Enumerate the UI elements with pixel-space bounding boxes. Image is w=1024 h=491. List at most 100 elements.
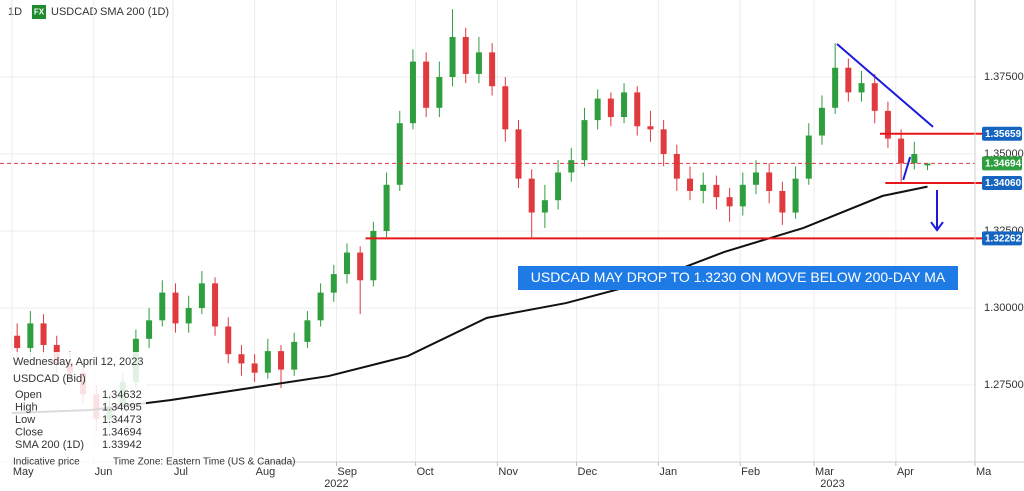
info-value: 1.34694 — [102, 426, 142, 438]
x-tick-label: Nov — [498, 466, 518, 478]
candle-body — [818, 107, 825, 136]
price-tag-label: 1.34694 — [985, 159, 1022, 170]
candle-body — [898, 138, 905, 164]
info-label: SMA 200 (1D) — [15, 439, 84, 451]
candle-body — [370, 231, 377, 281]
candle-body — [278, 351, 285, 370]
candle-body — [687, 178, 694, 191]
candle-body — [647, 126, 654, 130]
candle-body — [752, 172, 759, 185]
candle-body — [528, 178, 535, 213]
candle-body — [871, 83, 878, 111]
candle-body — [251, 363, 258, 373]
info-timezone: Time Zone: Eastern Time (US & Canada) — [113, 457, 295, 468]
trendline — [836, 43, 934, 128]
candle-body — [581, 120, 588, 161]
y-tick-label: 1.27500 — [984, 379, 1024, 391]
candle-body — [198, 283, 205, 308]
price-tag — [982, 156, 1022, 171]
x-tick-label: Apr — [897, 466, 914, 478]
overlay: 1.35659 1.34060 1.32262 1.34694 USDCAD MAY D… — [0, 126, 1022, 468]
candle-body — [739, 184, 746, 207]
candle-body — [845, 67, 852, 93]
candle-body — [911, 154, 918, 164]
candle-body — [502, 86, 509, 130]
candle-body — [713, 184, 720, 198]
candle-body — [212, 283, 219, 327]
info-label: Close — [15, 426, 43, 438]
candle-body — [304, 320, 311, 342]
sma-line — [11, 185, 928, 415]
candle-body — [805, 135, 812, 179]
info-value: 1.34473 — [102, 414, 142, 426]
candle-body — [238, 354, 245, 364]
info-date: Wednesday, April 12, 2023 — [13, 356, 143, 368]
candle-body — [409, 61, 416, 124]
info-panel — [0, 352, 146, 456]
y-tick-label: 1.30000 — [984, 302, 1024, 314]
candle-body — [436, 77, 443, 108]
x-tick-label: Ma — [976, 466, 992, 478]
year-label: 2022 — [324, 478, 348, 490]
info-value: 1.34695 — [102, 401, 142, 413]
fx-badge — [32, 5, 46, 19]
x-tick-label: Oct — [417, 466, 434, 478]
candle-body — [607, 98, 614, 118]
candle-body — [27, 323, 34, 349]
candle-body — [924, 163, 931, 166]
y-tick-label: 1.37500 — [984, 71, 1024, 83]
symbol: USDCAD — [51, 6, 98, 18]
candle-body — [489, 52, 496, 87]
candle-body — [264, 351, 271, 373]
candle-body — [660, 129, 667, 154]
price-tag — [982, 175, 1022, 190]
info-value: 1.34632 — [102, 389, 142, 401]
candle-body — [185, 308, 192, 324]
price-tag — [982, 231, 1022, 246]
candle-body — [766, 172, 773, 191]
x-tick-label: May — [13, 466, 34, 478]
x-tick-label: Dec — [578, 466, 598, 478]
x-tick-label: Jun — [95, 466, 113, 478]
price-tag-label: 1.35659 — [985, 129, 1022, 140]
info-instrument: USDCAD (Bid) — [13, 373, 86, 385]
candle-body — [330, 274, 337, 293]
candle-body — [449, 36, 456, 77]
candle-body — [673, 154, 680, 179]
info-label: Low — [15, 414, 35, 426]
info-note: Indicative price — [13, 457, 80, 468]
candle-body — [225, 326, 232, 355]
plot — [0, 9, 985, 432]
x-tick-label: Aug — [256, 466, 276, 478]
candle-body — [172, 292, 179, 324]
candle-body — [634, 92, 641, 127]
candle-body — [541, 200, 548, 213]
candle-body — [779, 190, 786, 213]
candle-body — [568, 160, 575, 173]
price-tag-label: 1.32262 — [985, 233, 1022, 244]
interval: 1D — [8, 6, 22, 18]
x-tick-label: Jul — [174, 466, 188, 478]
candle-body — [291, 341, 298, 370]
candle-body — [462, 36, 469, 74]
candle-body — [146, 320, 153, 339]
year-label: 2023 — [820, 478, 844, 490]
candle-body — [475, 52, 482, 74]
swing — [902, 156, 912, 181]
candle-body — [621, 92, 628, 118]
candle-body — [700, 184, 707, 191]
info-label: Open — [15, 389, 42, 401]
x-tick-label: Mar — [815, 466, 834, 478]
candle-body — [357, 252, 364, 281]
candle-body — [343, 252, 350, 275]
candle-body — [383, 184, 390, 231]
price-tag-label: 1.34060 — [985, 178, 1022, 189]
price-tag — [982, 126, 1022, 141]
candle-body — [594, 98, 601, 121]
candle-body — [317, 292, 324, 321]
candle-body — [858, 83, 865, 93]
fx-badge-text: FX — [34, 8, 45, 17]
candle-body — [40, 323, 47, 345]
candle-body — [515, 129, 522, 179]
